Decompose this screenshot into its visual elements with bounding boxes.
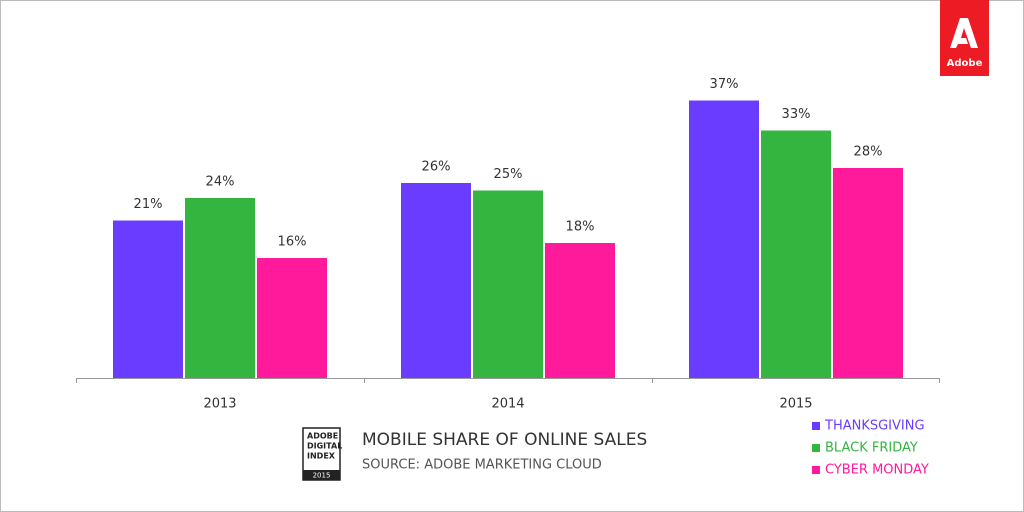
bar — [185, 198, 255, 378]
legend-label: BLACK FRIDAY — [825, 441, 918, 456]
badge-band — [303, 470, 340, 480]
bar — [761, 130, 831, 378]
x-tick-label: 2015 — [779, 397, 812, 412]
value-label: 25% — [494, 167, 523, 182]
x-tick-label: 2014 — [491, 397, 524, 412]
bar — [113, 220, 183, 378]
legend-swatch — [812, 466, 820, 474]
value-label: 24% — [206, 175, 235, 190]
bar — [545, 243, 615, 378]
value-label: 33% — [782, 107, 811, 122]
bar — [689, 100, 759, 378]
x-tick-label: 2013 — [203, 397, 236, 412]
bar — [473, 190, 543, 378]
value-label: 16% — [278, 235, 307, 250]
bar — [401, 183, 471, 378]
chart-title: MOBILE SHARE OF ONLINE SALES — [362, 430, 647, 450]
badge-year: 2015 — [313, 472, 331, 480]
value-label: 37% — [710, 77, 739, 92]
value-label: 28% — [854, 145, 883, 160]
value-label: 18% — [566, 220, 595, 235]
bar — [833, 168, 903, 378]
badge-line: INDEX — [307, 452, 336, 461]
chart-subtitle: SOURCE: ADOBE MARKETING CLOUD — [362, 458, 602, 473]
legend-label: CYBER MONDAY — [825, 463, 929, 478]
bar — [257, 258, 327, 378]
logo-text: Adobe — [947, 58, 983, 69]
badge-line: ADOBE — [307, 432, 338, 441]
legend-swatch — [812, 422, 820, 430]
logo-mark — [950, 18, 978, 48]
axis-ticks — [76, 378, 940, 383]
badge-line: DIGITAL — [307, 442, 342, 451]
value-label: 21% — [134, 197, 163, 212]
legend-swatch — [812, 444, 820, 452]
legend-label: THANKSGIVING — [824, 419, 925, 434]
value-label: 26% — [422, 160, 451, 175]
